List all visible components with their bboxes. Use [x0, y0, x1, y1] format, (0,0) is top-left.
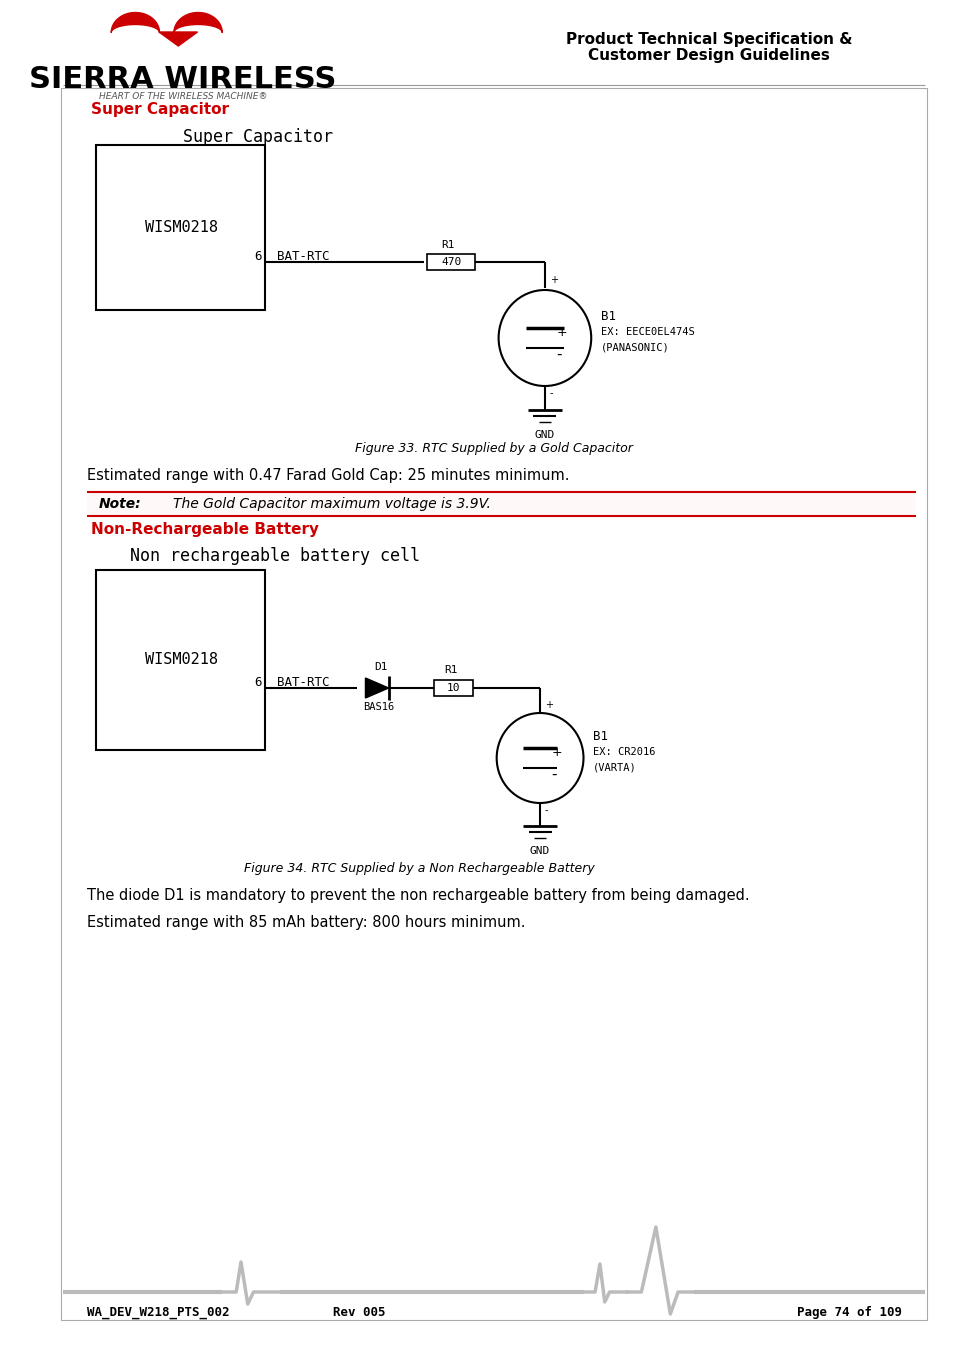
Text: WISM0218: WISM0218 [145, 652, 217, 667]
Text: Non-Rechargeable Battery: Non-Rechargeable Battery [91, 522, 319, 537]
Text: SIERRA WIRELESS: SIERRA WIRELESS [30, 65, 336, 94]
Text: 470: 470 [440, 256, 461, 267]
Text: HEART OF THE WIRELESS MACHINE®: HEART OF THE WIRELESS MACHINE® [99, 92, 267, 101]
Text: Super Capacitor: Super Capacitor [183, 128, 333, 146]
Text: 6: 6 [254, 675, 262, 688]
Text: Estimated range with 85 mAh battery: 800 hours minimum.: Estimated range with 85 mAh battery: 800… [87, 915, 524, 930]
Text: WA_DEV_W218_PTS_002: WA_DEV_W218_PTS_002 [87, 1305, 229, 1319]
Bar [427, 254, 475, 270]
Text: Note:: Note: [99, 497, 142, 512]
Text: The diode D1 is mandatory to prevent the non rechargeable battery from being dam: The diode D1 is mandatory to prevent the… [87, 888, 748, 903]
Text: Figure 34. RTC Supplied by a Non Rechargeable Battery: Figure 34. RTC Supplied by a Non Recharg… [244, 863, 595, 875]
Text: The Gold Capacitor maximum voltage is 3.9V.: The Gold Capacitor maximum voltage is 3.… [173, 497, 491, 512]
Text: Non rechargeable battery cell: Non rechargeable battery cell [130, 547, 419, 566]
Circle shape [498, 290, 591, 386]
Text: -: - [549, 387, 553, 398]
Text: B1: B1 [593, 729, 607, 742]
Text: +: + [544, 701, 553, 710]
Text: R1: R1 [444, 666, 457, 675]
Bar [87, 491, 916, 516]
Text: 10: 10 [446, 683, 459, 693]
Text: D1: D1 [374, 662, 387, 672]
Text: -: - [556, 347, 561, 362]
Polygon shape [159, 32, 197, 46]
Text: 6: 6 [254, 251, 262, 263]
Circle shape [497, 713, 583, 803]
Text: Page 74 of 109: Page 74 of 109 [796, 1305, 901, 1319]
Text: Rev 005: Rev 005 [333, 1305, 385, 1319]
Text: -: - [551, 767, 557, 782]
Text: +: + [549, 275, 558, 285]
Text: +: + [551, 747, 561, 760]
Text: Product Technical Specification &: Product Technical Specification & [565, 32, 851, 47]
Text: R1: R1 [441, 240, 455, 250]
Text: BAT-RTC: BAT-RTC [276, 675, 329, 688]
Text: EX: EECE0EL474S: EX: EECE0EL474S [600, 327, 694, 338]
Polygon shape [365, 678, 388, 698]
Text: Customer Design Guidelines: Customer Design Guidelines [587, 49, 829, 63]
Text: (VARTA): (VARTA) [593, 763, 637, 774]
Text: Figure 33. RTC Supplied by a Gold Capacitor: Figure 33. RTC Supplied by a Gold Capaci… [355, 441, 632, 455]
Bar [96, 144, 265, 310]
Text: B1: B1 [600, 309, 616, 323]
Text: (PANASONIC): (PANASONIC) [600, 343, 669, 352]
Text: WISM0218: WISM0218 [145, 220, 217, 235]
Bar [96, 570, 265, 751]
Text: Estimated range with 0.47 Farad Gold Cap: 25 minutes minimum.: Estimated range with 0.47 Farad Gold Cap… [87, 468, 569, 483]
Text: BAS16: BAS16 [363, 702, 395, 711]
Text: GND: GND [530, 846, 550, 856]
Text: GND: GND [535, 431, 555, 440]
Text: EX: CR2016: EX: CR2016 [593, 747, 655, 757]
Bar [434, 680, 472, 697]
Text: BAT-RTC: BAT-RTC [276, 251, 329, 263]
Text: +: + [556, 327, 566, 339]
Text: Super Capacitor: Super Capacitor [91, 103, 230, 117]
Text: -: - [544, 805, 548, 815]
